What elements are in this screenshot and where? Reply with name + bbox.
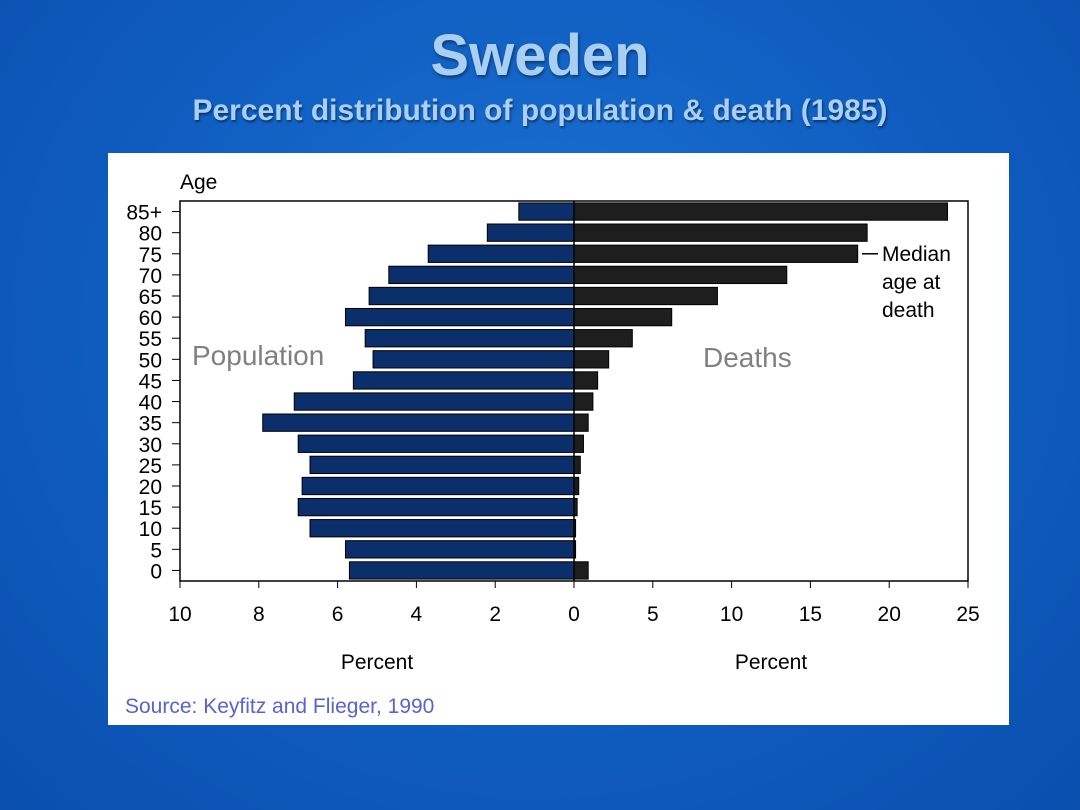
y-tick-label: 70 [139, 265, 162, 288]
chart-panel: 0 5 10 15 20 25 30 35 40 45 50 55 60 65 70 75 80 85+ 10 8 6 4… [108, 153, 1009, 725]
median-label-line2: age at [882, 271, 941, 294]
y-axis-title: Age [180, 171, 217, 194]
death-bar-age-70 [573, 265, 788, 285]
population-bar-age-35 [262, 413, 575, 432]
population-label: Population [192, 340, 324, 371]
population-bar-age-20 [301, 476, 575, 496]
y-tick-label: 80 [139, 223, 162, 246]
death-bar-age-75 [573, 244, 859, 263]
death-bar-age-40 [573, 392, 594, 411]
right-x-tick-label: 5 [647, 603, 659, 626]
slide-title: Sweden [430, 23, 650, 88]
population-bar-age-55 [364, 329, 575, 348]
left-x-tick-label: 2 [489, 603, 501, 626]
median-label-line1: Median [882, 243, 951, 266]
y-tick-label: 35 [139, 413, 162, 436]
slide-subtitle: Percent distribution of population & dea… [192, 94, 888, 127]
bars-layer [262, 202, 949, 580]
right-x-tick-label: 10 [720, 603, 743, 626]
population-bar-age-60 [344, 307, 575, 327]
left-x-tick-label: 4 [411, 603, 423, 626]
death-bar-age-25 [573, 455, 581, 475]
population-bar-age-50 [372, 350, 575, 369]
death-bar-age-50 [573, 350, 610, 369]
death-bar-age-65 [573, 286, 718, 306]
y-tick-label: 75 [139, 244, 162, 267]
y-tick-label: 60 [139, 307, 162, 330]
population-bar-age-80 [486, 223, 575, 242]
population-bar-age-15 [297, 497, 575, 517]
population-bar-age-85+ [518, 202, 575, 221]
right-x-tick-label: 20 [878, 603, 901, 626]
left-x-tick-label: 10 [168, 603, 191, 626]
left-x-tick-label: 6 [332, 603, 344, 626]
death-bar-age-55 [573, 329, 633, 348]
y-tick-label: 25 [139, 455, 162, 478]
population-bar-age-65 [368, 286, 575, 306]
left-x-axis-title: Percent [341, 651, 414, 674]
y-tick-label: 15 [139, 497, 162, 520]
right-x-tick-label: 25 [956, 603, 979, 626]
death-bar-age-80 [573, 223, 868, 242]
y-tick-label: 55 [139, 328, 162, 351]
y-tick-label: 0 [150, 560, 162, 583]
death-bar-age-45 [573, 371, 599, 390]
y-tick-label: 85+ [126, 202, 162, 225]
y-tick-label: 40 [139, 392, 162, 415]
population-bar-age-25 [309, 455, 575, 475]
y-tick-label: 50 [139, 349, 162, 372]
population-bar-age-45 [352, 371, 575, 390]
death-bar-age-60 [573, 307, 673, 327]
population-bar-age-40 [293, 392, 575, 411]
population-bar-age-10 [309, 519, 575, 538]
left-x-tick-label: 8 [253, 603, 265, 626]
y-tick-label: 10 [139, 518, 162, 541]
population-bar-age-70 [388, 265, 575, 285]
deaths-label: Deaths [703, 342, 792, 373]
right-x-axis-title: Percent [735, 651, 808, 674]
population-bar-age-5 [344, 540, 575, 559]
death-bar-age-35 [573, 413, 589, 432]
y-tick-label: 20 [139, 476, 162, 499]
population-bar-age-0 [348, 561, 575, 580]
y-tick-label: 45 [139, 370, 162, 393]
death-bar-age-0 [573, 561, 589, 580]
population-bar-age-30 [297, 434, 575, 453]
death-bar-age-85+ [573, 202, 949, 221]
right-x-tick-label: 15 [799, 603, 822, 626]
y-tick-label: 5 [150, 539, 162, 562]
y-tick-label: 30 [139, 434, 162, 457]
median-label-line3: death [882, 299, 935, 322]
death-bar-age-30 [573, 434, 584, 453]
y-tick-label: 65 [139, 286, 162, 309]
population-bar-age-75 [427, 244, 575, 263]
source-note: Source: Keyfitz and Flieger, 1990 [125, 695, 434, 718]
right-x-tick-label: 0 [568, 603, 580, 626]
